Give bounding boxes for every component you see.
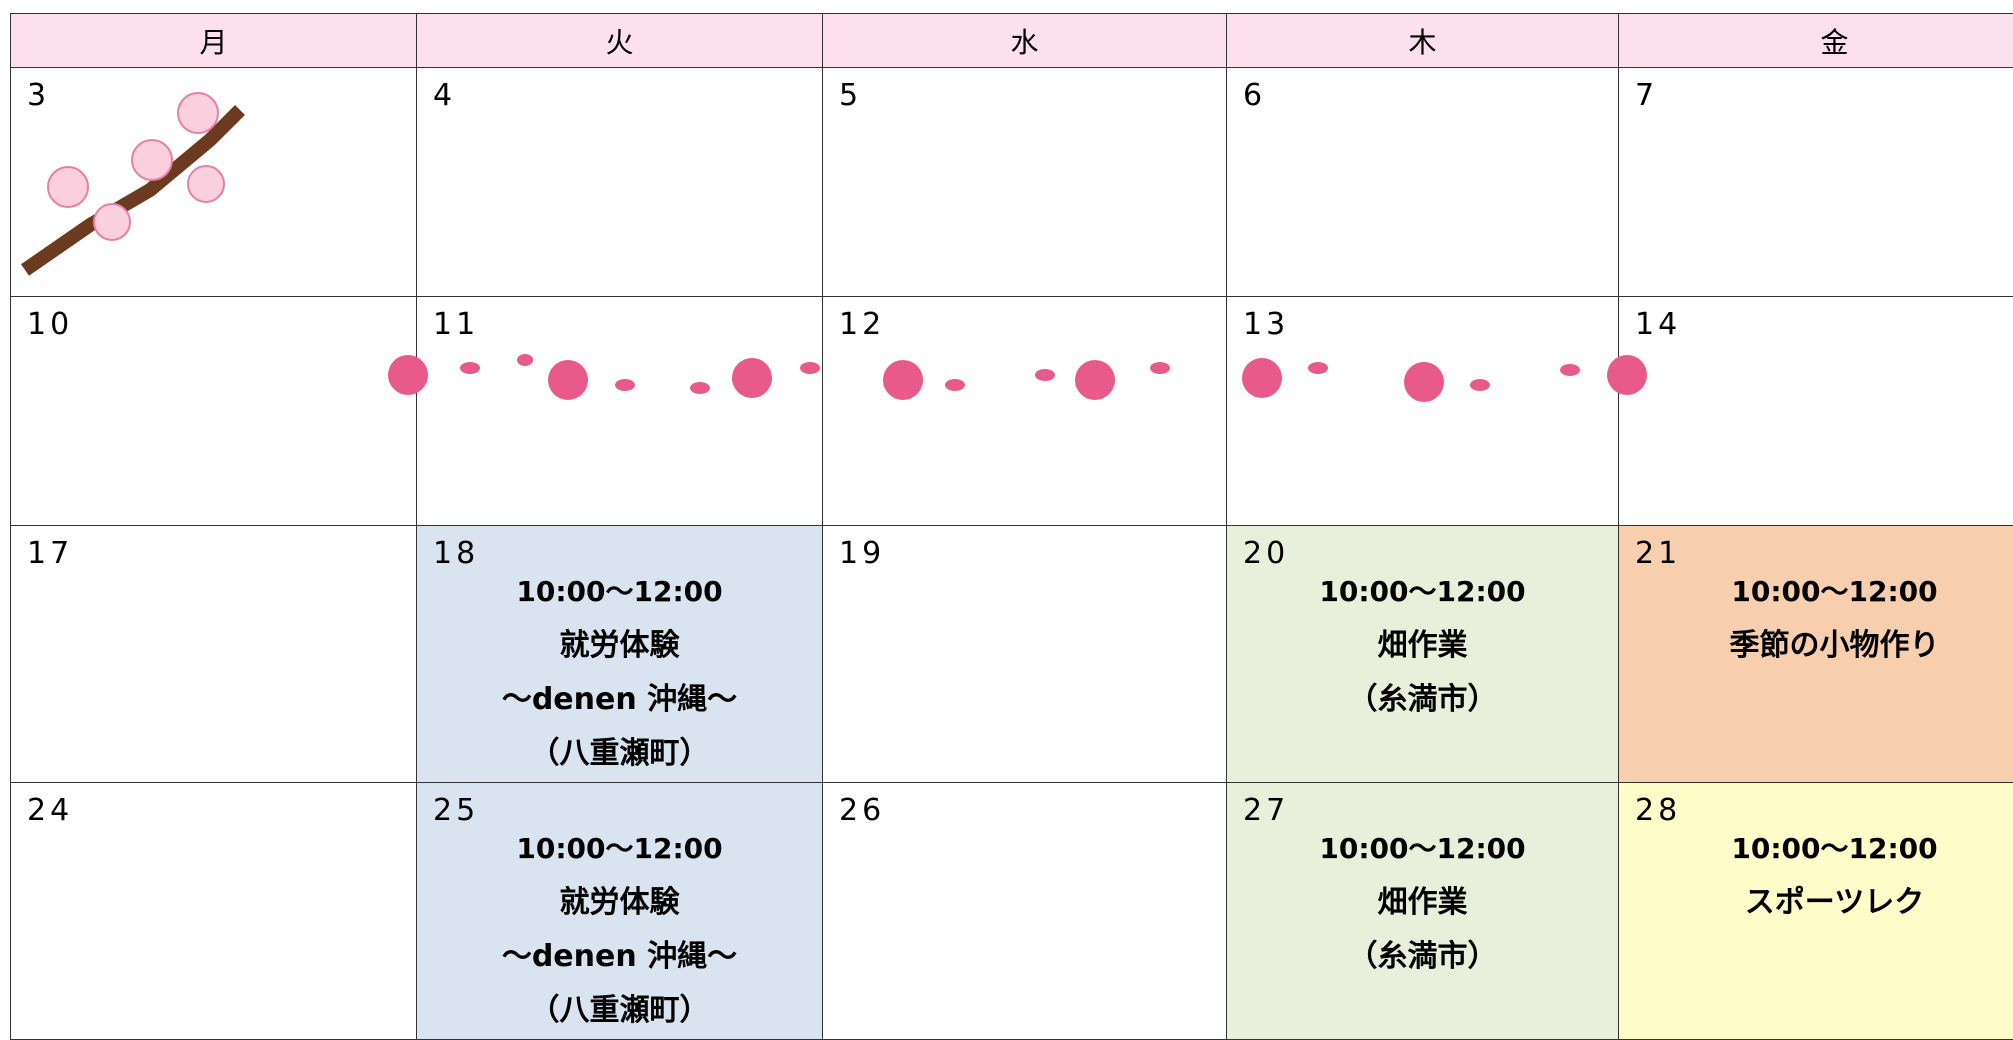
date: 14 <box>1635 307 1681 342</box>
event-time: 10:00～12:00 <box>1227 827 1618 867</box>
day-cell: 10 <box>11 297 417 526</box>
weekday: 木 <box>1227 14 1619 68</box>
date: 24 <box>27 793 73 828</box>
date: 4 <box>433 78 456 113</box>
date: 17 <box>27 536 73 571</box>
event-time: 10:00～12:00 <box>1619 827 2013 867</box>
event-text: （八重瀬町） <box>417 985 822 1029</box>
event-text: （糸満市） <box>1227 931 1618 975</box>
event-text: 季節の小物作り <box>1619 620 2013 664</box>
date: 12 <box>839 307 885 342</box>
event-text: 畑作業 <box>1227 877 1618 921</box>
date: 11 <box>433 307 479 342</box>
day-cell: 26 <box>823 783 1227 1040</box>
day-cell: 5 <box>823 68 1227 297</box>
event-text: 就労体験 <box>417 620 822 664</box>
date: 18 <box>433 536 479 571</box>
date: 3 <box>27 78 50 113</box>
date: 19 <box>839 536 885 571</box>
week-row: 10 11 12 13 14 <box>11 297 2013 526</box>
day-cell: 3 <box>11 68 417 297</box>
header-row: 月火水木金 <box>11 14 2013 68</box>
event-time: 10:00～12:00 <box>1227 570 1618 610</box>
event-text: ～denen 沖縄～ <box>417 674 822 718</box>
event-time: 10:00～12:00 <box>417 827 822 867</box>
date: 21 <box>1635 536 1681 571</box>
date: 13 <box>1243 307 1289 342</box>
event-text: ～denen 沖縄～ <box>417 931 822 975</box>
date: 20 <box>1243 536 1289 571</box>
day-cell: 4 <box>417 68 823 297</box>
date: 26 <box>839 793 885 828</box>
day-cell: 17 <box>11 526 417 783</box>
event-text: スポーツレク <box>1619 877 2013 921</box>
weekday: 水 <box>823 14 1227 68</box>
day-cell: 24 <box>11 783 417 1040</box>
week-row: 3 4 5 6 7 <box>11 68 2013 297</box>
day-cell: 13 <box>1227 297 1619 526</box>
event-text: （糸満市） <box>1227 674 1618 718</box>
date: 10 <box>27 307 73 342</box>
date: 27 <box>1243 793 1289 828</box>
date: 5 <box>839 78 862 113</box>
date: 6 <box>1243 78 1266 113</box>
weekday: 金 <box>1619 14 2013 68</box>
day-cell: 12 <box>823 297 1227 526</box>
event-text: 就労体験 <box>417 877 822 921</box>
event-text: 畑作業 <box>1227 620 1618 664</box>
weekday: 火 <box>417 14 823 68</box>
date: 7 <box>1635 78 1658 113</box>
day-cell: 19 <box>823 526 1227 783</box>
date: 25 <box>433 793 479 828</box>
day-cell: 6 <box>1227 68 1619 297</box>
event-text: （八重瀬町） <box>417 728 822 772</box>
day-cell: 11 <box>417 297 823 526</box>
day-cell: 14 <box>1619 297 2013 526</box>
day-cell: 7 <box>1619 68 2013 297</box>
weekday: 月 <box>11 14 417 68</box>
event-time: 10:00～12:00 <box>417 570 822 610</box>
date: 28 <box>1635 793 1681 828</box>
event-time: 10:00～12:00 <box>1619 570 2013 610</box>
